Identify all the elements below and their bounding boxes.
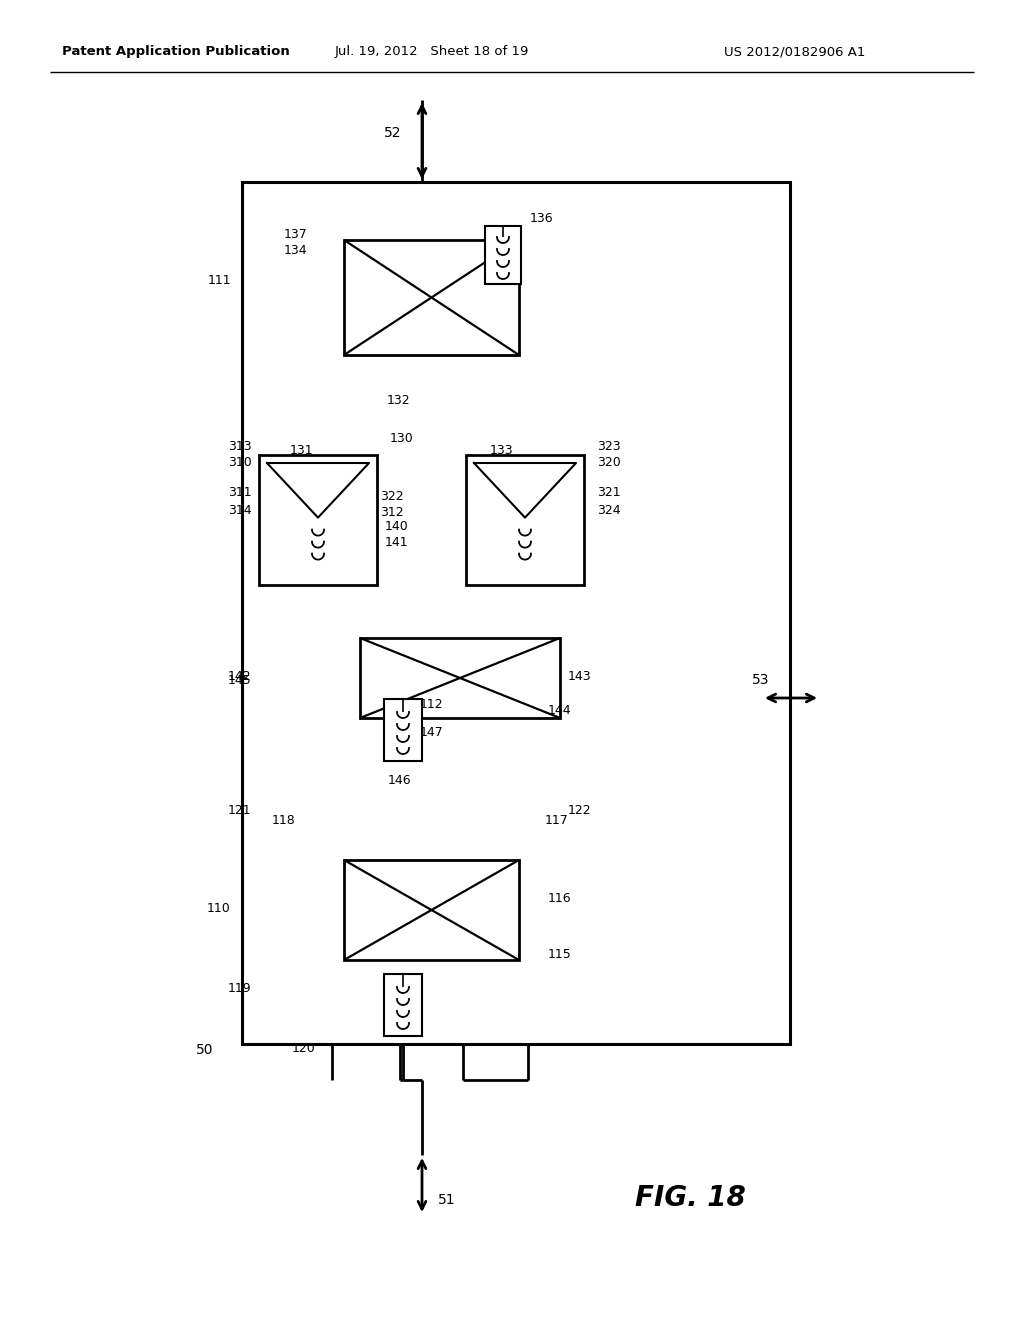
Text: 122: 122 xyxy=(568,804,592,817)
Text: 52: 52 xyxy=(384,125,401,140)
Bar xyxy=(485,226,521,284)
Text: 116: 116 xyxy=(548,891,571,904)
Polygon shape xyxy=(474,463,575,517)
Text: 145: 145 xyxy=(228,673,252,686)
Text: 53: 53 xyxy=(752,673,769,686)
Text: 51: 51 xyxy=(438,1193,456,1206)
Text: 313: 313 xyxy=(228,441,252,454)
Text: 310: 310 xyxy=(228,455,252,469)
Text: 311: 311 xyxy=(228,486,252,499)
Text: Patent Application Publication: Patent Application Publication xyxy=(62,45,290,58)
Text: 133: 133 xyxy=(490,444,514,457)
Bar xyxy=(360,638,560,718)
Text: 50: 50 xyxy=(196,1043,213,1057)
Text: 143: 143 xyxy=(568,671,592,684)
Text: 111: 111 xyxy=(208,273,231,286)
Bar xyxy=(344,240,519,355)
Bar xyxy=(384,700,422,762)
Text: 146: 146 xyxy=(388,774,412,787)
Text: 147: 147 xyxy=(420,726,443,739)
Text: 312: 312 xyxy=(380,506,403,519)
Text: 141: 141 xyxy=(385,536,409,549)
Text: 137: 137 xyxy=(284,228,308,242)
Text: 115: 115 xyxy=(548,949,571,961)
Text: 120: 120 xyxy=(292,1041,315,1055)
Text: 314: 314 xyxy=(228,503,252,516)
Bar xyxy=(344,861,519,960)
Text: 130: 130 xyxy=(390,432,414,445)
Text: 142: 142 xyxy=(228,671,252,684)
Text: 119: 119 xyxy=(228,982,252,994)
Text: 144: 144 xyxy=(548,704,571,717)
Bar xyxy=(242,182,790,1044)
Text: 136: 136 xyxy=(530,211,554,224)
Bar xyxy=(466,455,584,585)
Text: 118: 118 xyxy=(272,813,296,826)
Text: 132: 132 xyxy=(387,393,411,407)
Text: 110: 110 xyxy=(207,902,230,915)
Text: 121: 121 xyxy=(228,804,252,817)
Text: 112: 112 xyxy=(420,698,443,711)
Text: Jul. 19, 2012   Sheet 18 of 19: Jul. 19, 2012 Sheet 18 of 19 xyxy=(335,45,529,58)
Text: 321: 321 xyxy=(597,486,621,499)
Text: 320: 320 xyxy=(597,455,621,469)
Text: US 2012/0182906 A1: US 2012/0182906 A1 xyxy=(724,45,865,58)
Bar xyxy=(259,455,377,585)
Polygon shape xyxy=(267,463,369,517)
Text: FIG. 18: FIG. 18 xyxy=(635,1184,745,1212)
Text: 324: 324 xyxy=(597,503,621,516)
Text: 323: 323 xyxy=(597,441,621,454)
Bar xyxy=(384,974,422,1036)
Text: 140: 140 xyxy=(385,520,409,533)
Text: 117: 117 xyxy=(545,813,568,826)
Text: 135: 135 xyxy=(462,265,485,279)
Text: 131: 131 xyxy=(290,444,313,457)
Text: 134: 134 xyxy=(284,243,307,256)
Text: 322: 322 xyxy=(380,491,403,503)
